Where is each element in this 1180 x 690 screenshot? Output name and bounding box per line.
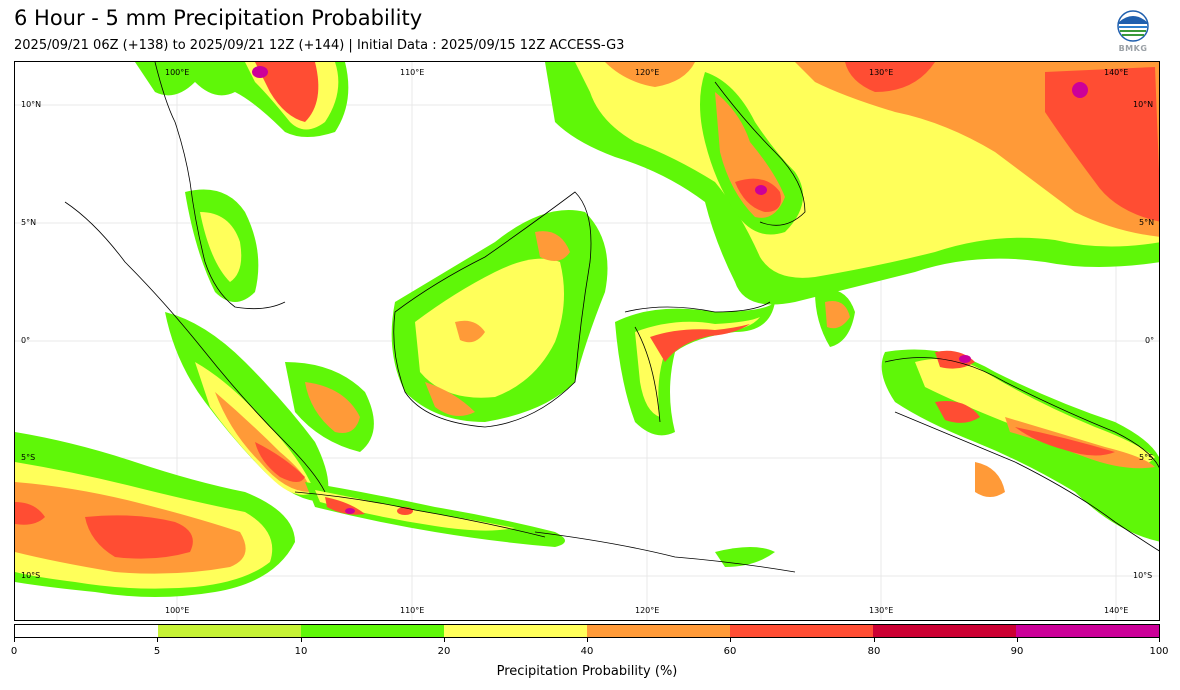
colorbar-segment bbox=[158, 625, 301, 637]
colorbar-tick-label: 0 bbox=[10, 646, 18, 657]
colorbar-tick bbox=[1017, 638, 1018, 642]
lon-label-top-140: 140°E bbox=[1104, 68, 1129, 77]
lat-label-left-5n: 5°N bbox=[21, 218, 37, 227]
colorbar-tick bbox=[874, 638, 875, 642]
precipitation-map: 100°E 110°E 120°E 130°E 140°E 100°E 110°… bbox=[14, 61, 1160, 621]
lon-label-bottom-120: 120°E bbox=[635, 606, 660, 615]
colorbar-tick bbox=[157, 638, 158, 642]
rain-field-indochina bbox=[135, 62, 349, 302]
colorbar-tick bbox=[444, 638, 445, 642]
lat-label-left-0: 0° bbox=[21, 336, 31, 345]
lon-label-bottom-140: 140°E bbox=[1104, 606, 1129, 615]
colorbar-tick bbox=[14, 638, 15, 642]
coastlines bbox=[64, 62, 1159, 573]
lon-label-top-130: 130°E bbox=[869, 68, 894, 77]
lat-label-right-5n: 5°N bbox=[1139, 218, 1155, 227]
colorbar-tick bbox=[587, 638, 588, 642]
colorbar-tick-label: 5 bbox=[153, 646, 161, 657]
colorbar-tick-label: 100 bbox=[1149, 646, 1169, 657]
colorbar-tick-label: 20 bbox=[437, 646, 451, 657]
lat-label-right-0: 0° bbox=[1145, 336, 1155, 345]
rain-field-northeast bbox=[545, 62, 1159, 305]
lon-label-top-100: 100°E bbox=[165, 68, 190, 77]
map-canvas bbox=[15, 62, 1159, 620]
rain-field-sulawesi bbox=[615, 302, 775, 436]
colorbar-tick-label: 80 bbox=[867, 646, 881, 657]
colorbar-segment bbox=[587, 625, 730, 637]
rain-field-sumatra bbox=[165, 312, 374, 502]
lat-label-left-10s: 10°S bbox=[21, 571, 41, 580]
colorbar-segment bbox=[301, 625, 444, 637]
colorbar-segment bbox=[730, 625, 873, 637]
lon-label-bottom-110: 110°E bbox=[400, 606, 425, 615]
colorbar-tick bbox=[730, 638, 731, 642]
colorbar-tick-label: 90 bbox=[1010, 646, 1024, 657]
colorbar-ticks: 0 5 10 20 40 60 80 90 100 bbox=[10, 638, 1169, 658]
bmkg-logo bbox=[1113, 10, 1153, 56]
lon-label-top-120: 120°E bbox=[635, 68, 660, 77]
lat-label-right-10s: 10°S bbox=[1133, 571, 1153, 580]
rain-field-borneo bbox=[391, 210, 608, 422]
colorbar-segment bbox=[444, 625, 587, 637]
colorbar-segment bbox=[873, 625, 1016, 637]
colorbar-segment bbox=[1016, 625, 1159, 637]
lon-label-bottom-130: 130°E bbox=[869, 606, 894, 615]
lat-label-right-5s: 5°S bbox=[1139, 453, 1154, 462]
chart-title: 6 Hour - 5 mm Precipitation Probability bbox=[14, 6, 423, 30]
rain-field-papua bbox=[815, 289, 1159, 542]
lon-label-top-110: 110°E bbox=[400, 68, 425, 77]
rain-field-indian-ocean bbox=[15, 432, 295, 597]
colorbar-tick-label: 40 bbox=[580, 646, 594, 657]
rain-field-philippines bbox=[700, 72, 803, 235]
colorbar-tick bbox=[1159, 638, 1160, 642]
colorbar bbox=[14, 624, 1160, 638]
colorbar-tick bbox=[301, 638, 302, 642]
lat-label-left-5s: 5°S bbox=[21, 453, 36, 462]
rain-field-java bbox=[305, 482, 775, 567]
bmkg-logo-text: BMKG bbox=[1118, 44, 1148, 53]
chart-subtitle: 2025/09/21 06Z (+138) to 2025/09/21 12Z … bbox=[14, 38, 625, 53]
colorbar-label: Precipitation Probability (%) bbox=[496, 664, 678, 679]
lon-label-bottom-100: 100°E bbox=[165, 606, 190, 615]
colorbar-tick-label: 60 bbox=[723, 646, 737, 657]
lat-label-right-10n: 10°N bbox=[1133, 100, 1154, 109]
colorbar-tick-label: 10 bbox=[294, 646, 308, 657]
colorbar-segment bbox=[15, 625, 158, 637]
lat-label-left-10n: 10°N bbox=[21, 100, 42, 109]
